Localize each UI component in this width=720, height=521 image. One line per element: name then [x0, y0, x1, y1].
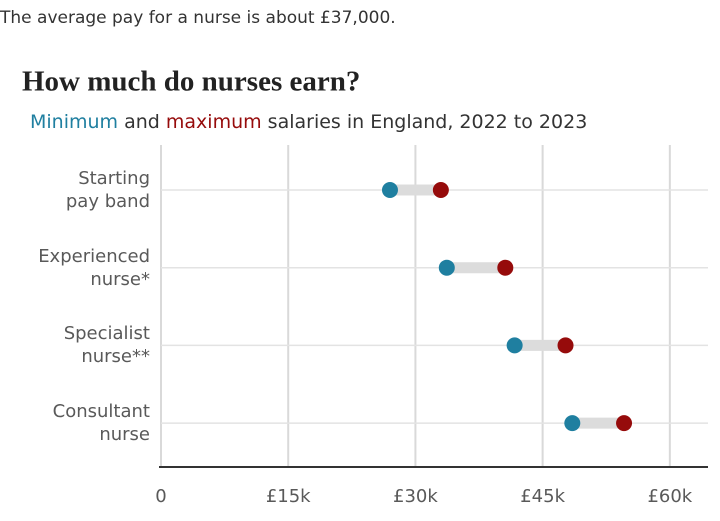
subtitle-text: and: [118, 111, 166, 133]
subtitle-text: salaries in England, 2022 to 2023: [262, 111, 588, 133]
dot: [432, 182, 449, 198]
y-tick-label: Experienced nurse*: [38, 245, 150, 290]
x-tick-label: £30k: [393, 486, 438, 507]
x-tick-label: 0: [155, 486, 166, 507]
y-tick-label: Starting pay band: [65, 168, 150, 212]
dot: [438, 259, 455, 276]
x-tick-label: £45k: [520, 486, 565, 507]
intro-text: The average pay for a nurse is about £37…: [0, 8, 396, 28]
x-tick-label: £60k: [647, 486, 692, 507]
chart-subtitle: Minimum and maximum salaries in England,…: [30, 111, 587, 133]
dot: [381, 182, 398, 198]
x-tick-label: £15k: [266, 486, 311, 507]
dot: [497, 259, 514, 276]
dot: [564, 415, 581, 432]
dot: [557, 337, 574, 354]
dot: [616, 415, 633, 432]
legend-entry: maximum: [166, 111, 262, 133]
dot: [506, 337, 523, 354]
chart-title: How much do nurses earn?: [22, 66, 360, 98]
y-tick-label: Specialist nurse**: [63, 323, 150, 368]
legend-entry: Minimum: [30, 111, 118, 133]
y-tick-label: Consultant nurse: [52, 401, 150, 446]
